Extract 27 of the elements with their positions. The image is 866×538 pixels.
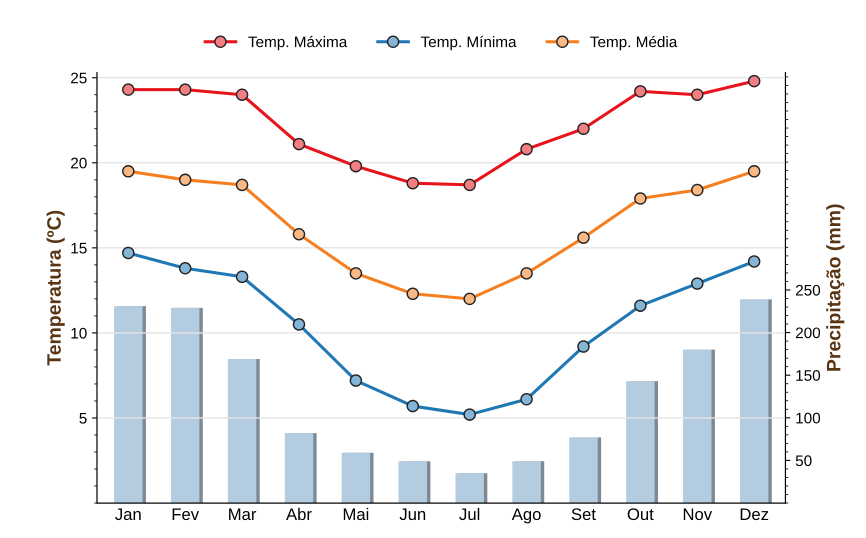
legend-label: Temp. Média [590, 36, 678, 50]
x-tick-label: Set [572, 508, 596, 520]
x-tick-label: Jan [115, 508, 141, 520]
x-tick-label: Abr [286, 508, 312, 520]
y2-tick-label: 250 [796, 284, 820, 296]
y-tick-label: 25 [71, 72, 87, 84]
legend-label: Temp. Mínima [420, 36, 517, 50]
legend-label: Temp. Máxima [248, 36, 348, 50]
x-tick-label: Mar [229, 508, 256, 520]
y2-tick-label: 200 [796, 327, 820, 338]
y-tick-label: 10 [71, 328, 87, 339]
x-tick-label: Fev [172, 508, 200, 520]
y-tick-label: 20 [71, 158, 87, 168]
y2-tick-label: 100 [796, 412, 820, 424]
y-axis-title: Temperatura (ºC) [46, 210, 65, 366]
y2-tick-label: 150 [796, 370, 820, 381]
x-tick-label: Jul [459, 508, 480, 520]
y2-tick-label: 50 [796, 455, 812, 466]
x-tick-label: Dez [740, 508, 768, 520]
y2-axis-title: Precipitação (mm) [826, 204, 844, 371]
x-tick-label: Mai [344, 508, 368, 520]
x-tick-label: Nov [684, 508, 712, 520]
x-tick-label: Ago [512, 508, 541, 524]
y-tick-label: 5 [79, 412, 87, 424]
x-tick-label: Jun [400, 508, 426, 520]
y-tick-label: 15 [71, 242, 87, 254]
x-tick-label: Out [628, 508, 654, 520]
